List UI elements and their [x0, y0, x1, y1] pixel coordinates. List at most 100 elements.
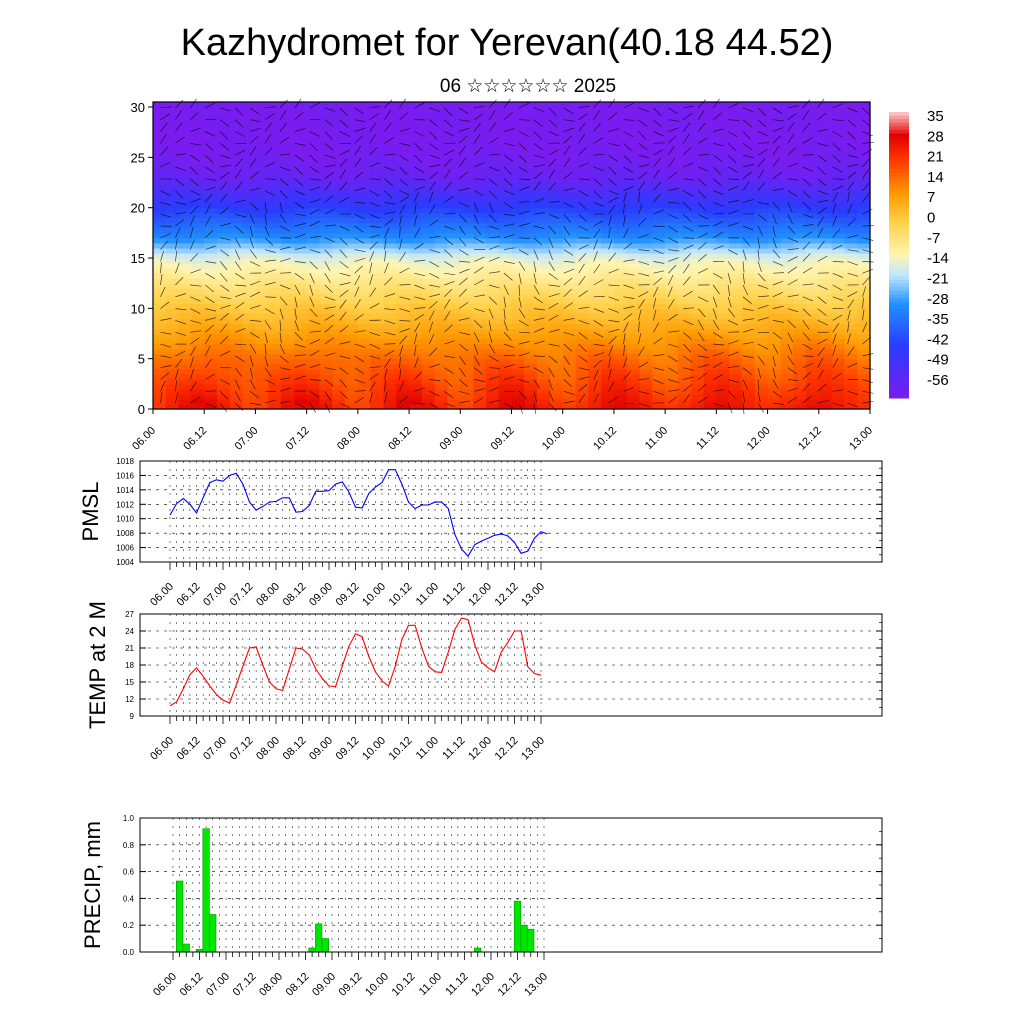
wind-vector [219, 119, 230, 127]
wind-vector [698, 355, 710, 359]
heatmap-cell [281, 197, 295, 204]
heatmap-cell [498, 313, 513, 320]
heatmap-cell [537, 358, 551, 365]
heatmap-cell [831, 142, 845, 148]
heatmap-cell [370, 378, 385, 385]
heatmap-cell [306, 157, 321, 163]
wind-vector [503, 402, 514, 409]
heatmap-cell [434, 348, 449, 355]
heatmap-cell [652, 162, 666, 169]
colorbar-swatch [889, 233, 909, 238]
heatmap-cell [268, 242, 282, 249]
heatmap-cell [562, 313, 577, 320]
heatmap-cell [741, 403, 756, 410]
heatmap-cell [460, 222, 474, 229]
wind-vector [623, 154, 632, 164]
heatmap-cell [306, 182, 321, 189]
heatmap-cell [562, 177, 577, 184]
heatmap-cell [793, 107, 807, 113]
wind-vector [458, 135, 468, 144]
heatmap-cell [741, 323, 756, 330]
heatmap-cell [153, 373, 167, 380]
heatmap-cell [178, 293, 193, 299]
heatmap-cell [601, 157, 615, 163]
heatmap-cell [434, 147, 449, 153]
heatmap-cell [652, 117, 666, 123]
x-tick-label: 11.00 [414, 581, 441, 608]
heatmap-cell [281, 358, 295, 365]
heatmap-cell [345, 303, 359, 309]
wind-vector [309, 402, 316, 413]
wind-vector [489, 284, 500, 289]
wind-vector [234, 169, 242, 179]
heatmap-cell [588, 263, 602, 269]
heatmap-cell [485, 247, 500, 254]
wind-vector [324, 194, 334, 203]
heatmap-cell [524, 207, 538, 214]
heatmap-cell [178, 127, 193, 133]
heatmap-cell [281, 278, 295, 284]
wind-vector [802, 190, 811, 199]
heatmap-cell [639, 353, 653, 360]
heatmap-cell [229, 403, 244, 410]
heatmap-cell [537, 207, 551, 214]
heatmap-cell [537, 127, 551, 133]
heatmap-cell [332, 142, 346, 148]
heatmap-cell [549, 373, 564, 380]
heatmap-cell [562, 122, 577, 128]
wind-vector [742, 355, 754, 359]
heatmap-cell [716, 373, 730, 380]
heatmap-cell [460, 122, 474, 128]
heatmap-cell [421, 157, 436, 163]
heatmap-cell [652, 273, 666, 279]
heatmap-cell [805, 343, 820, 350]
heatmap-cell [716, 308, 730, 314]
heatmap-cell [268, 323, 282, 330]
heatmap-cell [217, 142, 231, 148]
heatmap-cell [575, 232, 589, 239]
wind-vector [638, 378, 650, 380]
heatmap-cell [793, 137, 807, 143]
wind-vector [279, 122, 287, 132]
wind-vector [459, 249, 469, 256]
wind-vector [623, 102, 634, 109]
heatmap-cell [473, 393, 487, 400]
heatmap-cell [293, 107, 308, 113]
heatmap-cell [805, 388, 820, 395]
heatmap-cell [268, 112, 282, 118]
wind-vector [384, 320, 396, 325]
heatmap-cell [485, 222, 500, 229]
heatmap-cell [793, 147, 807, 153]
wind-vector [817, 400, 829, 404]
heatmap-cell [716, 298, 730, 304]
wind-vector [533, 367, 544, 374]
heatmap-cell [383, 398, 397, 405]
x-tick-label: 07.12 [228, 581, 256, 609]
heatmap-cell [204, 293, 218, 299]
heatmap-cell [767, 242, 781, 249]
wind-vector [563, 237, 571, 247]
heatmap-cell [370, 127, 385, 133]
heatmap-cell [690, 117, 705, 123]
heatmap-cell [652, 142, 666, 148]
wind-vector [309, 166, 320, 173]
heatmap-cell [460, 112, 474, 118]
x-tick-label: 07.00 [233, 425, 261, 453]
heatmap-cell [485, 182, 500, 189]
heatmap-cell [562, 278, 577, 284]
wind-vector [264, 249, 276, 253]
heatmap-cell [639, 157, 653, 163]
heatmap-cell [217, 102, 231, 108]
heatmap-cell [434, 343, 449, 350]
heatmap-cell [741, 217, 756, 224]
heatmap-cell [153, 278, 167, 284]
heatmap-cell [357, 293, 372, 299]
heatmap-cell [217, 288, 231, 294]
heatmap-cell [447, 217, 461, 224]
heatmap-cell [844, 142, 858, 148]
heatmap-cell [306, 338, 321, 345]
x-tick-label: 11.12 [694, 425, 721, 452]
wind-vector [354, 171, 364, 180]
heatmap-cell [255, 403, 269, 410]
heatmap-cell [242, 182, 257, 189]
